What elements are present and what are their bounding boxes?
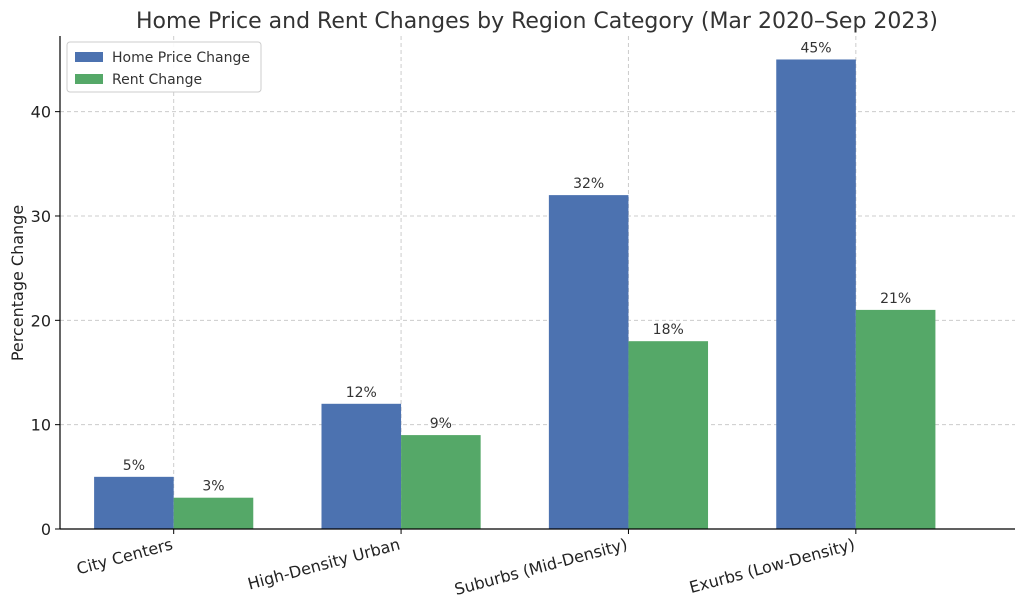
bar-rent <box>855 309 936 529</box>
bar-value-label: 18% <box>653 322 684 338</box>
x-tick-label: Exurbs (Low-Density) <box>687 535 857 597</box>
bar-value-label: 32% <box>573 176 604 192</box>
bar-home-price <box>548 195 629 530</box>
bar-home-price <box>321 403 402 529</box>
y-tick-label: 0 <box>41 520 51 539</box>
bar-rent <box>401 435 481 529</box>
legend-swatch <box>75 74 103 84</box>
bar-value-label: 21% <box>880 291 911 307</box>
bar-value-label: 3% <box>202 479 224 495</box>
x-tick-label: City Centers <box>75 535 175 579</box>
x-tick-label: High-Density Urban <box>246 535 402 594</box>
y-tick-label: 40 <box>31 103 51 122</box>
y-tick-label: 10 <box>31 416 51 435</box>
data-labels: 5% 12% 32% 45% 3% 9% 18% 21% <box>123 40 911 494</box>
bar-home-price <box>94 476 174 529</box>
chart-title: Home Price and Rent Changes by Region Ca… <box>136 9 938 34</box>
legend-label: Home Price Change <box>112 50 250 66</box>
bar-value-label: 45% <box>800 40 831 56</box>
bar-value-label: 12% <box>346 385 377 401</box>
x-tick-label: Suburbs (Mid-Density) <box>452 535 629 599</box>
bars <box>94 59 936 530</box>
y-tick-label: 30 <box>31 207 51 226</box>
bar-home-price <box>776 59 856 529</box>
bar-rent <box>173 497 254 529</box>
y-axis-label: Percentage Change <box>8 205 27 361</box>
legend-swatch <box>75 52 103 62</box>
bar-value-label: 9% <box>430 416 452 432</box>
bar-rent <box>628 341 709 529</box>
legend-label: Rent Change <box>112 72 202 88</box>
legend-box <box>66 41 262 93</box>
bar-value-label: 5% <box>123 458 145 474</box>
y-tick-label: 20 <box>31 311 51 330</box>
legend: Home Price Change Rent Change <box>66 41 262 93</box>
